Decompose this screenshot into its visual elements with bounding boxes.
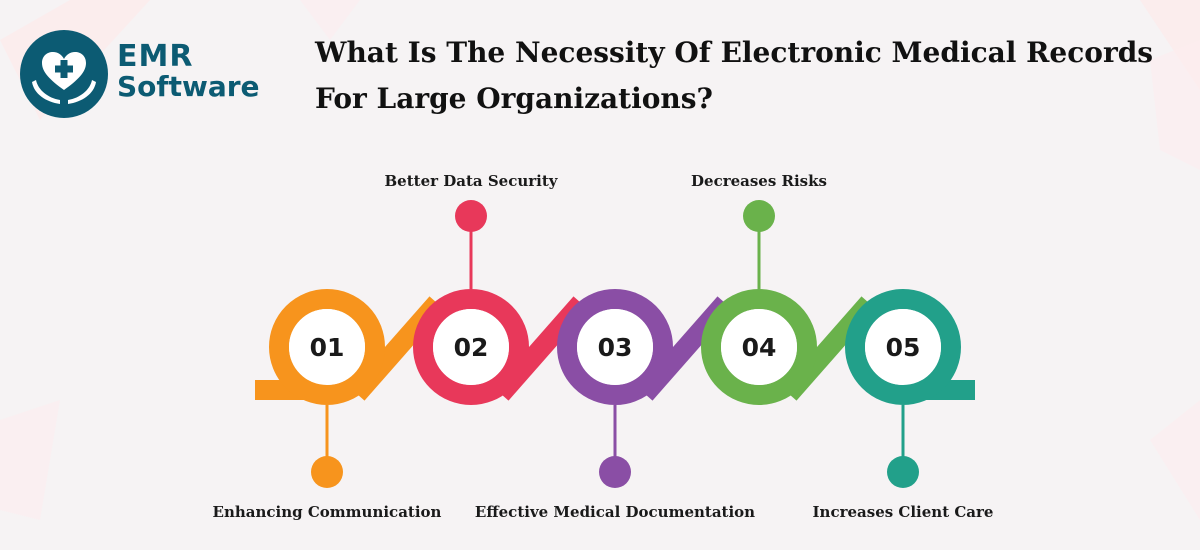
stems — [311, 200, 919, 488]
step-label: Effective Medical Documentation — [475, 503, 755, 521]
step-label: Increases Client Care — [813, 503, 994, 521]
step-number: 05 — [886, 333, 921, 362]
title-line1: What Is The Necessity Of Electronic Medi… — [315, 36, 1154, 69]
step-ring — [557, 289, 673, 405]
step-number: 01 — [310, 333, 345, 362]
title-line2: For Large Organizations? — [315, 82, 713, 115]
step-label: Better Data Security — [384, 172, 558, 190]
stem-dot — [311, 456, 343, 488]
logo-circle — [20, 30, 108, 118]
step-ring — [269, 289, 385, 405]
stem-dot — [599, 456, 631, 488]
step-number: 03 — [598, 333, 633, 362]
step-center — [865, 309, 941, 385]
step-number: 02 — [454, 333, 489, 362]
step-label: Decreases Risks — [691, 172, 827, 190]
step-center — [289, 309, 365, 385]
rings — [269, 289, 961, 405]
step-center — [721, 309, 797, 385]
heart-in-hands-icon — [32, 52, 96, 104]
step-ring — [845, 289, 961, 405]
stem-dot — [743, 200, 775, 232]
page-title: What Is The Necessity Of Electronic Medi… — [315, 30, 1154, 122]
step-number: 04 — [742, 333, 777, 362]
stem-dot — [887, 456, 919, 488]
step-label: Enhancing Communication — [213, 503, 442, 521]
stem-dot — [455, 200, 487, 232]
step-ring — [413, 289, 529, 405]
step-ring — [701, 289, 817, 405]
labels: 01 Enhancing Communication 02 Better Data S… — [213, 172, 994, 521]
step-center — [577, 309, 653, 385]
brand-name-line2: Software — [117, 70, 260, 103]
step-center — [433, 309, 509, 385]
brand-name-line1: EMR — [117, 39, 194, 74]
